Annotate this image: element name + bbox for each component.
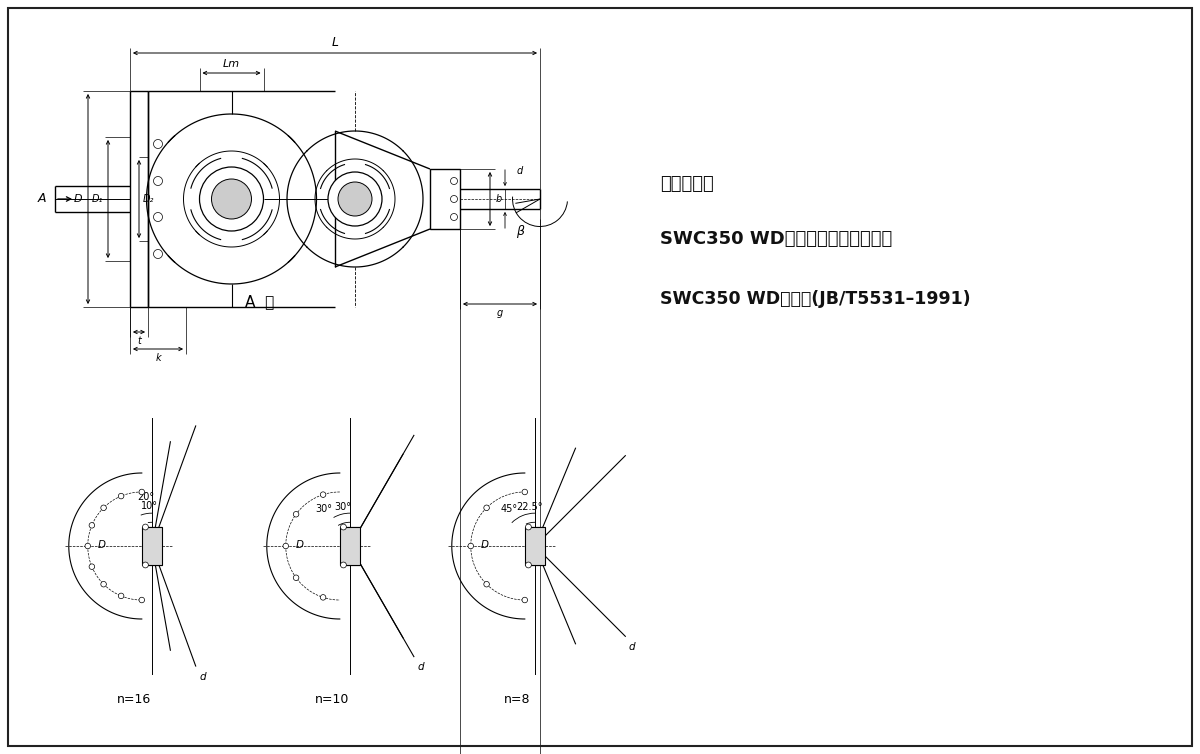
Circle shape <box>450 177 457 185</box>
Circle shape <box>143 524 149 530</box>
Circle shape <box>320 492 326 498</box>
Text: SWC350 WD联轴器(JB/T5531–1991): SWC350 WD联轴器(JB/T5531–1991) <box>660 290 971 308</box>
Text: n=10: n=10 <box>316 693 349 706</box>
Circle shape <box>85 543 90 549</box>
Circle shape <box>341 562 347 568</box>
Text: g: g <box>497 308 503 318</box>
Text: 22.5°: 22.5° <box>516 501 542 511</box>
Circle shape <box>119 493 124 499</box>
Circle shape <box>154 250 162 259</box>
Text: D₁: D₁ <box>91 194 103 204</box>
Text: 10°: 10° <box>140 501 158 511</box>
Bar <box>142 527 162 565</box>
Bar <box>524 527 545 565</box>
Circle shape <box>139 489 144 495</box>
Circle shape <box>101 505 107 510</box>
Circle shape <box>154 213 162 222</box>
Circle shape <box>199 167 264 231</box>
Circle shape <box>522 489 528 495</box>
Text: D₂: D₂ <box>143 194 154 204</box>
Circle shape <box>154 176 162 185</box>
Text: 30°: 30° <box>316 504 332 513</box>
Text: D: D <box>97 540 106 550</box>
Circle shape <box>293 575 299 581</box>
Circle shape <box>154 139 162 149</box>
Circle shape <box>320 595 326 600</box>
Circle shape <box>526 524 532 530</box>
Circle shape <box>338 182 372 216</box>
Circle shape <box>484 505 490 510</box>
Circle shape <box>89 564 95 569</box>
Circle shape <box>328 172 382 226</box>
Text: n=8: n=8 <box>504 693 530 706</box>
Text: β: β <box>516 225 524 238</box>
Text: Lm: Lm <box>223 59 240 69</box>
Text: L: L <box>331 36 338 50</box>
Circle shape <box>283 543 288 549</box>
Text: A  向: A 向 <box>245 295 275 309</box>
Text: D: D <box>73 194 83 204</box>
Bar <box>340 527 360 565</box>
Text: SWC350 WD型无伸缩短万向联轴器: SWC350 WD型无伸缩短万向联轴器 <box>660 230 893 248</box>
Circle shape <box>119 593 124 599</box>
Text: d: d <box>199 672 206 682</box>
Circle shape <box>468 543 474 549</box>
Bar <box>430 169 460 229</box>
Text: b: b <box>496 194 502 204</box>
Circle shape <box>526 562 532 568</box>
Circle shape <box>450 195 457 203</box>
Circle shape <box>484 581 490 587</box>
Text: d: d <box>629 642 636 652</box>
Circle shape <box>101 581 107 587</box>
Circle shape <box>89 523 95 528</box>
Text: d: d <box>418 663 424 673</box>
Text: k: k <box>155 353 161 363</box>
Text: 20°: 20° <box>137 492 154 501</box>
Text: A: A <box>37 192 47 206</box>
Circle shape <box>293 511 299 517</box>
Circle shape <box>450 213 457 220</box>
Circle shape <box>143 562 149 568</box>
Text: 30°: 30° <box>334 502 350 512</box>
Circle shape <box>211 179 252 219</box>
Circle shape <box>139 597 144 602</box>
Text: n=16: n=16 <box>118 693 151 706</box>
Text: D: D <box>481 540 488 550</box>
Text: D: D <box>295 540 304 550</box>
Text: 45°: 45° <box>500 504 518 513</box>
Text: t: t <box>137 336 140 346</box>
Text: 标记示例：: 标记示例： <box>660 175 714 193</box>
Circle shape <box>522 597 528 602</box>
Circle shape <box>341 524 347 530</box>
Text: d: d <box>517 166 523 176</box>
